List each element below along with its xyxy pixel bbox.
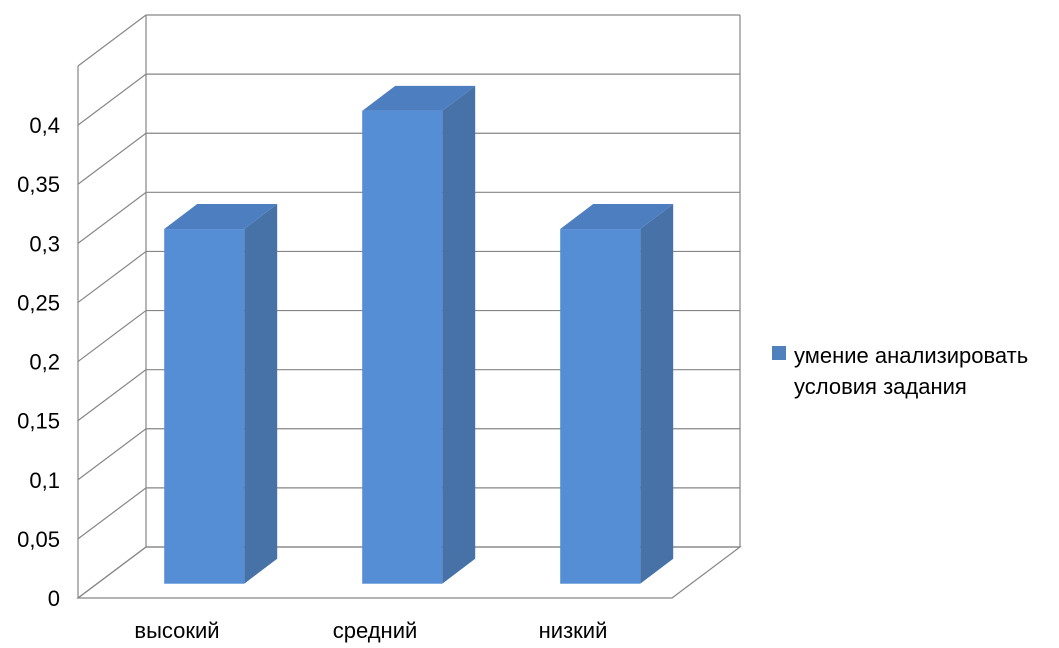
gridline-side <box>77 73 147 126</box>
y-tick-label: 0,15 <box>17 409 60 434</box>
x-tick-label: низкий <box>539 618 608 643</box>
x-tick-label: высокий <box>134 618 219 643</box>
y-tick-label: 0,05 <box>17 527 60 552</box>
legend-label: умение анализировать условия задания <box>794 343 1029 399</box>
bar <box>560 229 641 584</box>
y-tick-label: 0,25 <box>17 290 60 315</box>
legend-swatch <box>772 346 786 360</box>
gridline-side <box>77 14 147 67</box>
gridline-side <box>77 428 147 481</box>
gridline-side <box>77 132 147 185</box>
y-tick-label: 0,2 <box>29 350 60 375</box>
gridline-side <box>77 191 147 244</box>
gridline-side <box>77 250 147 303</box>
bar-top <box>362 85 476 111</box>
gridline-side <box>77 546 147 599</box>
x-tick-label: средний <box>333 618 418 643</box>
gridline-side <box>77 310 147 363</box>
gridline-side <box>77 487 147 540</box>
bar-side <box>442 85 476 584</box>
legend: умение анализировать условия задания <box>772 340 1057 402</box>
y-tick-label: 0,3 <box>29 231 60 256</box>
bar-top <box>560 204 674 230</box>
bar-side <box>640 204 674 584</box>
y-tick-label: 0 <box>48 586 60 611</box>
y-tick-label: 0,4 <box>29 113 60 138</box>
bar <box>164 229 245 584</box>
y-tick-label: 0,35 <box>17 172 60 197</box>
y-tick-label: 0,1 <box>29 468 60 493</box>
gridline-side <box>77 369 147 422</box>
bar-top <box>164 204 278 230</box>
bar-side <box>244 204 278 584</box>
bar <box>362 110 443 584</box>
